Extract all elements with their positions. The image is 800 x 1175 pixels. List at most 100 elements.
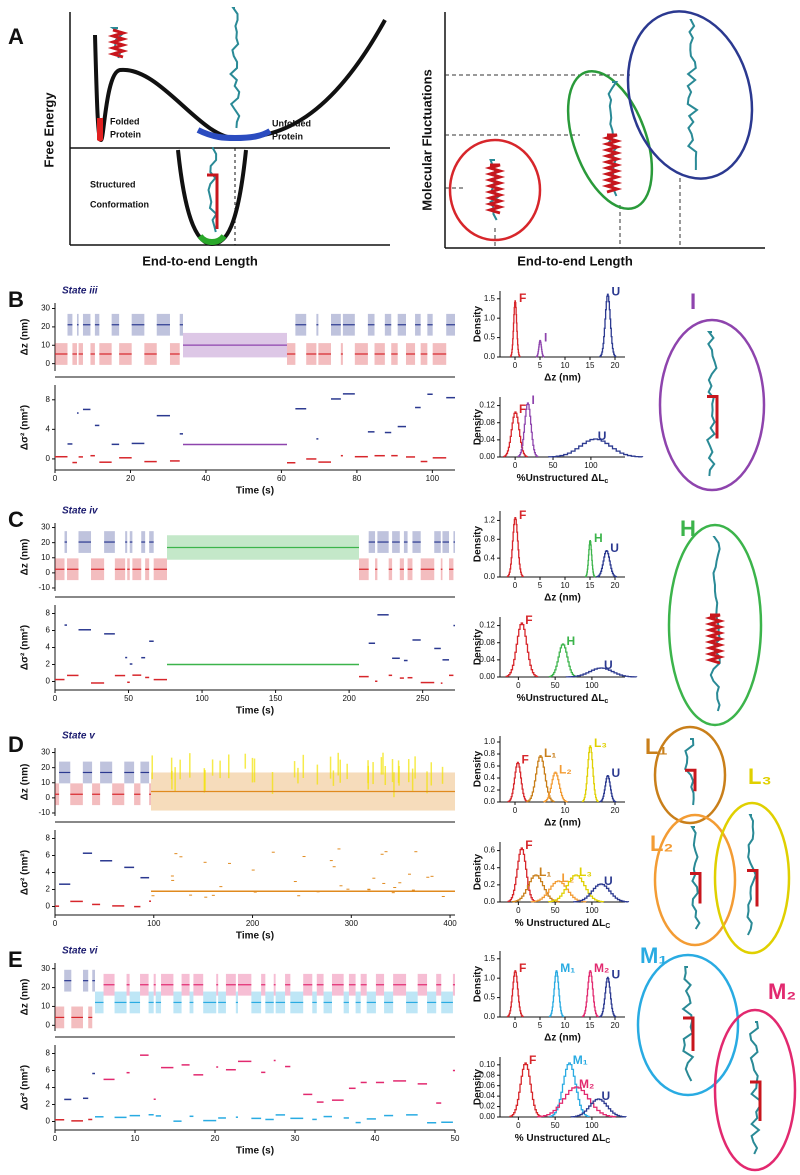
x-tick-label: 400 [443, 919, 457, 928]
trace-burst [430, 762, 433, 786]
trace-burst [441, 766, 444, 784]
axis-title-sub: c [604, 478, 608, 485]
histogram [548, 874, 605, 903]
histogram [511, 874, 561, 903]
peak-label: U [610, 541, 619, 555]
y-tick-label: 4 [46, 868, 51, 877]
peak-label: M₁ [573, 1053, 588, 1067]
peak-label: F [519, 961, 526, 975]
protein-helix [747, 869, 759, 907]
structure-label: M₂ [768, 979, 796, 1004]
peak-label: F [522, 753, 529, 767]
x-tick-label: 100 [426, 474, 440, 483]
y-tick-label: 1.0 [484, 313, 496, 322]
trace-burst [179, 759, 181, 780]
annotation: Conformation [90, 199, 149, 209]
histogram [581, 970, 599, 1018]
axis-title: End-to-end Length [517, 253, 633, 268]
peak-label: U [612, 284, 621, 298]
x-tick-label: 300 [345, 919, 359, 928]
annotation: Structured [90, 179, 136, 189]
axis-title: Δz (nm) [20, 764, 31, 801]
x-tick-label: 0 [516, 906, 521, 915]
x-tick-label: 100 [585, 1121, 599, 1130]
y-tick-label: 0.0 [484, 1012, 496, 1021]
y-tick-label: 0.0 [484, 897, 496, 906]
y-tick-label: 30 [41, 523, 50, 532]
y-tick-label: 1.5 [484, 294, 496, 303]
x-tick-label: 5 [538, 361, 543, 370]
axis-title: Δz (nm) [20, 539, 31, 576]
y-tick-label: 0.00 [479, 452, 495, 461]
axis-title: Density [473, 966, 484, 1003]
trace-burst [407, 759, 410, 783]
axis-title: Free Energy [41, 92, 56, 168]
x-tick-label: 15 [586, 1021, 595, 1030]
peak-label: U [604, 874, 613, 888]
trace-burst [316, 764, 319, 785]
x-tick-label: 15 [586, 361, 595, 370]
y-tick-label: 0 [46, 793, 51, 802]
y-tick-label: 0.08 [479, 1070, 495, 1079]
protein-chain [690, 826, 701, 930]
y-tick-label: -10 [38, 808, 50, 817]
structure-ellipse [713, 801, 791, 955]
histogram [599, 293, 617, 357]
y-tick-label: 2 [46, 885, 51, 894]
axis-title: Time (s) [236, 1146, 274, 1157]
annotation: Folded [110, 116, 140, 126]
axis-title: Δσ² (nm²) [20, 405, 31, 450]
histogram [506, 516, 524, 577]
annotation: Protein [272, 131, 303, 141]
y-tick-label: 0.04 [479, 655, 495, 664]
x-tick-label: 0 [516, 681, 521, 690]
axis-title: Density [473, 751, 484, 788]
axis-title: End-to-end Length [142, 253, 258, 268]
peak-label: H [567, 634, 576, 648]
protein-chain [229, 7, 241, 129]
peak-label: L₁ [539, 865, 551, 879]
histogram [573, 883, 630, 903]
y-tick-label: 6 [46, 851, 51, 860]
peak-label: F [519, 402, 526, 416]
peak-label: L₂ [559, 762, 572, 776]
y-tick-label: 20 [41, 983, 50, 992]
protein-chain [686, 19, 699, 171]
peak-label: M₂ [594, 961, 609, 975]
x-tick-label: 50 [551, 906, 560, 915]
axis-title: Δz (nm) [20, 979, 31, 1016]
trace-burst [170, 757, 173, 780]
folded-well [97, 118, 103, 142]
y-tick-label: 6 [46, 1066, 51, 1075]
histogram [570, 1098, 627, 1118]
x-tick-label: 30 [291, 1134, 300, 1143]
y-tick-label: 30 [41, 964, 50, 973]
y-tick-label: 8 [46, 395, 51, 404]
trace-burst [297, 767, 299, 784]
histogram [517, 402, 539, 458]
peak-label: U [612, 766, 621, 780]
x-tick-label: 10 [561, 361, 570, 370]
histogram [584, 540, 596, 578]
y-tick-label: 0.2 [484, 785, 496, 794]
trace-burst [244, 753, 247, 769]
axis-title: Density [473, 409, 484, 446]
peak-label: F [525, 613, 532, 627]
guide-lines [445, 74, 681, 248]
trace-burst [380, 757, 383, 775]
trace-burst [329, 756, 332, 779]
x-tick-label: 50 [124, 694, 133, 703]
protein-chain [749, 1021, 762, 1155]
trace-burst [414, 756, 416, 779]
y-tick-label: 0.4 [484, 553, 496, 562]
y-tick-label: 0.08 [479, 418, 495, 427]
peak-label: F [529, 1053, 536, 1067]
histogram [506, 970, 524, 1018]
peak-label: H [594, 531, 603, 545]
trace-burst [171, 770, 173, 790]
x-tick-label: 20 [211, 1134, 220, 1143]
histogram [596, 549, 618, 578]
y-tick-label: 0.8 [484, 749, 496, 758]
x-tick-label: 60 [277, 474, 286, 483]
y-tick-label: 0 [46, 902, 51, 911]
